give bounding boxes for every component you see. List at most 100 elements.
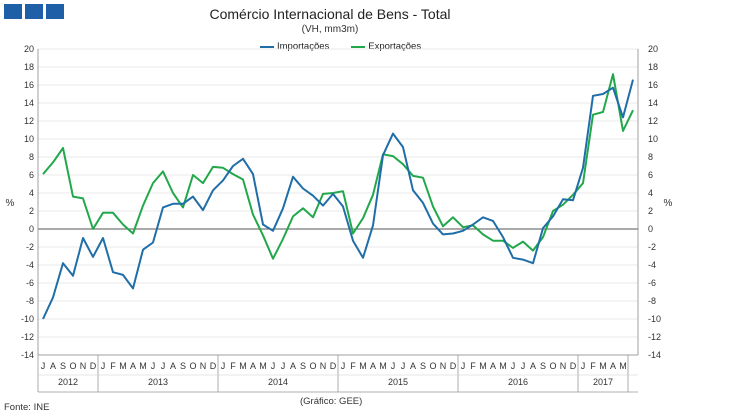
legend-item-exports: Exportações bbox=[351, 41, 421, 52]
year-label: 2013 bbox=[148, 377, 168, 387]
y-tick-label-left: 20 bbox=[24, 44, 34, 54]
x-tick-label: D bbox=[210, 361, 217, 371]
x-tick-label: D bbox=[90, 361, 97, 371]
y-tick-label-right: 8 bbox=[648, 152, 653, 162]
y-tick-label-left: -2 bbox=[26, 242, 34, 252]
x-tick-label: S bbox=[180, 361, 186, 371]
year-label: 2014 bbox=[268, 377, 288, 387]
y-tick-label-left: 8 bbox=[29, 152, 34, 162]
x-tick-label: F bbox=[590, 361, 596, 371]
y-tick-label-left: 16 bbox=[24, 80, 34, 90]
y-tick-label-right: 12 bbox=[648, 116, 658, 126]
y-tick-label-left: 6 bbox=[29, 170, 34, 180]
y-tick-label-right: 10 bbox=[648, 134, 658, 144]
year-label: 2015 bbox=[388, 377, 408, 387]
x-tick-label: N bbox=[440, 361, 447, 371]
x-tick-label: D bbox=[450, 361, 457, 371]
y-tick-label-right: 2 bbox=[648, 206, 653, 216]
x-tick-label: N bbox=[560, 361, 567, 371]
source-note: Fonte: INE bbox=[4, 402, 50, 413]
x-tick-label: M bbox=[259, 361, 267, 371]
x-tick-label: M bbox=[239, 361, 247, 371]
x-tick-label: J bbox=[401, 361, 406, 371]
x-tick-label: S bbox=[60, 361, 66, 371]
year-label: 2016 bbox=[508, 377, 528, 387]
chart-title: Comércio Internacional de Bens - Total bbox=[209, 6, 451, 22]
y-tick-label-right: -4 bbox=[648, 260, 656, 270]
year-label: 2012 bbox=[58, 377, 78, 387]
y-tick-label-right: 14 bbox=[648, 98, 658, 108]
y-tick-label-left: 14 bbox=[24, 98, 34, 108]
y-axis-label-left: % bbox=[6, 198, 15, 209]
x-tick-label: A bbox=[130, 361, 136, 371]
y-axis-label-right: % bbox=[664, 198, 673, 209]
x-tick-label: J bbox=[521, 361, 526, 371]
x-tick-label: M bbox=[619, 361, 627, 371]
series-line-imports bbox=[42, 79, 634, 320]
x-tick-label: F bbox=[470, 361, 476, 371]
y-tick-label-left: 10 bbox=[24, 134, 34, 144]
x-tick-label: A bbox=[290, 361, 296, 371]
legend-item-imports: Importações bbox=[260, 41, 329, 52]
x-tick-label: N bbox=[80, 361, 87, 371]
y-tick-label-right: 16 bbox=[648, 80, 658, 90]
x-tick-label: O bbox=[309, 361, 316, 371]
x-tick-label: M bbox=[139, 361, 147, 371]
y-tick-label-right: 4 bbox=[648, 188, 653, 198]
x-tick-label: A bbox=[410, 361, 416, 371]
x-tick-label: A bbox=[490, 361, 496, 371]
y-tick-label-left: -8 bbox=[26, 296, 34, 306]
x-tick-label: J bbox=[161, 361, 166, 371]
x-tick-label: O bbox=[69, 361, 76, 371]
line-chart: -14 -14 -12 -12 -10 -10 -8 -8 -6 -6 -4 -4 -2 -2 0 0 2 2 4 4… bbox=[6, 44, 673, 393]
y-tick-label-right: -2 bbox=[648, 242, 656, 252]
x-tick-label: J bbox=[151, 361, 156, 371]
x-tick-label: S bbox=[540, 361, 546, 371]
x-tick-label: A bbox=[250, 361, 256, 371]
x-tick-label: M bbox=[499, 361, 507, 371]
legend-label-imports: Importações bbox=[277, 41, 330, 52]
legend-swatch-imports bbox=[260, 45, 274, 48]
x-tick-label: J bbox=[581, 361, 586, 371]
x-tick-label: A bbox=[170, 361, 176, 371]
y-tick-label-right: 6 bbox=[648, 170, 653, 180]
y-tick-label-left: -4 bbox=[26, 260, 34, 270]
x-tick-label: A bbox=[610, 361, 616, 371]
y-tick-label-left: -6 bbox=[26, 278, 34, 288]
x-tick-label: D bbox=[570, 361, 577, 371]
y-tick-label-left: 4 bbox=[29, 188, 34, 198]
x-tick-label: J bbox=[281, 361, 286, 371]
x-tick-label: M bbox=[379, 361, 387, 371]
y-tick-label-right: 20 bbox=[648, 44, 658, 54]
x-tick-label: J bbox=[341, 361, 346, 371]
x-tick-label: D bbox=[330, 361, 337, 371]
x-tick-label: M bbox=[119, 361, 127, 371]
x-tick-label: A bbox=[530, 361, 536, 371]
series-line-exports bbox=[42, 73, 634, 260]
x-tick-label: M bbox=[599, 361, 607, 371]
y-tick-label-left: -12 bbox=[21, 332, 34, 342]
x-tick-label: N bbox=[200, 361, 207, 371]
x-tick-label: O bbox=[549, 361, 556, 371]
x-tick-label: M bbox=[479, 361, 487, 371]
logo-square bbox=[46, 4, 64, 19]
x-tick-label: J bbox=[221, 361, 226, 371]
x-tick-label: J bbox=[101, 361, 106, 371]
logo-square bbox=[4, 4, 22, 19]
x-tick-label: J bbox=[391, 361, 396, 371]
y-tick-label-left: 12 bbox=[24, 116, 34, 126]
year-label: 2017 bbox=[593, 377, 613, 387]
legend-label-exports: Exportações bbox=[368, 41, 422, 52]
y-tick-label-left: -10 bbox=[21, 314, 34, 324]
x-tick-label: F bbox=[110, 361, 116, 371]
chart-legend: Importações Exportações bbox=[260, 41, 421, 52]
y-tick-label-right: -14 bbox=[648, 350, 661, 360]
x-tick-label: J bbox=[271, 361, 276, 371]
credit-note: (Gráfico: GEE) bbox=[300, 396, 363, 407]
x-tick-label: M bbox=[359, 361, 367, 371]
x-tick-label: S bbox=[420, 361, 426, 371]
y-tick-label-right: -10 bbox=[648, 314, 661, 324]
x-tick-label: F bbox=[350, 361, 356, 371]
x-tick-label: O bbox=[189, 361, 196, 371]
x-tick-label: A bbox=[50, 361, 56, 371]
